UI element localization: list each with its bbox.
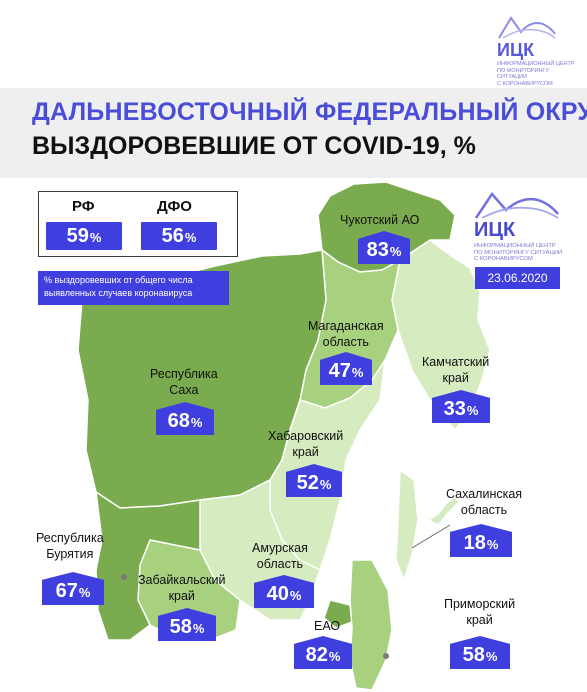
unit-zabaikalsky: % (192, 621, 205, 636)
region-sakhalin (395, 468, 419, 583)
label-sakhalin: Сахалинская область (446, 486, 522, 518)
label-sakha-line-1: Республика (150, 367, 218, 381)
rf-value-badge: 59% (46, 222, 122, 250)
unit-chukotka: % (389, 244, 402, 259)
label-sakhalin-line-1: Сахалинская (446, 487, 523, 501)
unit-sakhalin: % (486, 537, 499, 552)
label-buryatia-line-1: Республика (36, 531, 104, 545)
logo-subtitle-line: ИНФОРМАЦИОННЫЙ ЦЕНТР (474, 243, 556, 249)
badge-zabaikalsky: 58% (158, 608, 216, 641)
unit-eao: % (328, 649, 341, 664)
logo-subtitle-line: С КОРОНАВИРУСОМ (474, 256, 533, 262)
label-kamchatka: Камчатский край (422, 354, 489, 386)
rf-unit: % (89, 230, 102, 245)
primorsky-marker (383, 653, 389, 659)
label-amur-line-2: область (256, 557, 304, 571)
value-khabarovsk: 52 (296, 472, 319, 494)
unit-kamchatka: % (466, 403, 479, 418)
label-zabaikalsky-line-2: край (168, 589, 195, 603)
label-zabaikalsky: Забайкальский край (138, 572, 226, 604)
region-eao (323, 599, 353, 629)
label-buryatia: Республика Бурятия (36, 530, 104, 562)
note-box: % выздоровевших от общего числа выявленн… (38, 271, 229, 305)
logo-name: ИЦК (497, 40, 535, 60)
region-kamchatka (391, 239, 491, 432)
logo-subtitle-line: ПО МОНИТОРИНГУ СИТУАЦИИ (474, 249, 563, 256)
label-buryatia-line-2: Бурятия (46, 547, 94, 561)
logo-subtitle-line: ПО МОНИТОРИНГУ СИТУАЦИИ (497, 67, 550, 81)
value-magadan: 47 (328, 360, 351, 382)
label-kamchatka-line-2: край (442, 371, 469, 385)
dfo-value-badge: 56% (141, 222, 217, 250)
badge-sakha: 68% (156, 402, 214, 435)
leader-line-sakhalin (411, 524, 451, 549)
header-band (0, 88, 587, 178)
label-magadan: Магаданская область (308, 318, 384, 350)
value-primorsky: 58 (462, 644, 485, 666)
label-sakha-line-2: Саха (169, 383, 199, 397)
value-buryatia: 67 (55, 580, 78, 602)
value-sakhalin: 18 (463, 532, 486, 554)
summary-box: РФ ДФО 59% 56% (38, 191, 238, 257)
unit-khabarovsk: % (319, 477, 332, 492)
dfo-value: 56 (161, 225, 184, 247)
dfo-unit: % (184, 230, 197, 245)
top-logo: ИЦК ИНФОРМАЦИОННЫЙ ЦЕНТР ПО МОНИТОРИНГУ … (497, 14, 577, 87)
date-badge: 23.06.2020 (475, 267, 560, 289)
logo-icon (498, 16, 556, 39)
unit-primorsky: % (485, 649, 498, 664)
unit-amur: % (289, 588, 302, 603)
label-amur-line-1: Амурская (252, 541, 308, 555)
label-primorsky-line-1: Приморский (444, 597, 516, 611)
label-eao: ЕАО (314, 618, 340, 634)
label-kamchatka-line-1: Камчатский (422, 355, 490, 369)
region-primorsky (349, 559, 393, 691)
value-eao: 82 (305, 644, 328, 666)
unit-magadan: % (351, 365, 364, 380)
rf-label: РФ (72, 198, 95, 215)
badge-buryatia: 67% (42, 572, 104, 605)
label-chukotka: Чукотский АО (340, 212, 419, 228)
badge-amur: 40% (254, 575, 314, 608)
value-kamchatka: 33 (443, 398, 466, 420)
region-kuril-islands (430, 498, 458, 524)
badge-khabarovsk: 52% (286, 464, 342, 497)
badge-magadan: 47% (320, 352, 372, 385)
label-khabarovsk: Хабаровский край (268, 428, 343, 460)
side-logo: ИЦК ИНФОРМАЦИОННЫЙ ЦЕНТР ПО МОНИТОРИНГУ … (474, 188, 584, 263)
badge-sakhalin: 18% (450, 524, 512, 557)
dfo-label: ДФО (157, 198, 192, 215)
label-primorsky-line-2: край (466, 613, 493, 627)
badge-chukotka: 83% (358, 231, 410, 264)
value-sakha: 68 (167, 410, 190, 432)
value-zabaikalsky: 58 (169, 616, 192, 638)
label-eao-text: ЕАО (314, 619, 341, 633)
buryatia-marker (121, 574, 127, 580)
logo-subtitle-line: С КОРОНАВИРУСОМ (497, 80, 553, 87)
label-magadan-line-1: Магаданская (308, 319, 384, 333)
page-title-line-2: ВЫЗДОРОВЕВШИЕ ОТ COVID-19, % (32, 132, 476, 160)
unit-buryatia: % (78, 585, 91, 600)
logo-icon (474, 191, 559, 219)
badge-primorsky: 58% (450, 636, 510, 669)
label-sakha: Республика Саха (150, 366, 218, 398)
label-magadan-line-2: область (322, 335, 369, 349)
badge-kamchatka: 33% (432, 390, 490, 423)
logo-subtitle-line: ИНФОРМАЦИОННЫЙ ЦЕНТР (497, 61, 575, 67)
label-khabarovsk-line-2: край (292, 445, 319, 459)
rf-value: 59 (66, 225, 89, 247)
value-amur: 40 (266, 583, 289, 605)
label-primorsky: Приморский край (444, 596, 515, 628)
badge-eao: 82% (294, 636, 352, 669)
value-chukotka: 83 (366, 239, 389, 261)
label-zabaikalsky-line-1: Забайкальский (138, 573, 226, 587)
label-chukotka-text: Чукотский АО (340, 213, 420, 227)
logo-name: ИЦК (474, 219, 516, 241)
label-amur: Амурская область (252, 540, 308, 572)
page-title-line-1: ДАЛЬНЕВОСТОЧНЫЙ ФЕДЕРАЛЬНЫЙ ОКРУГ: (32, 98, 587, 126)
unit-sakha: % (190, 415, 203, 430)
label-sakhalin-line-2: область (460, 503, 508, 517)
label-khabarovsk-line-1: Хабаровский (268, 429, 344, 443)
